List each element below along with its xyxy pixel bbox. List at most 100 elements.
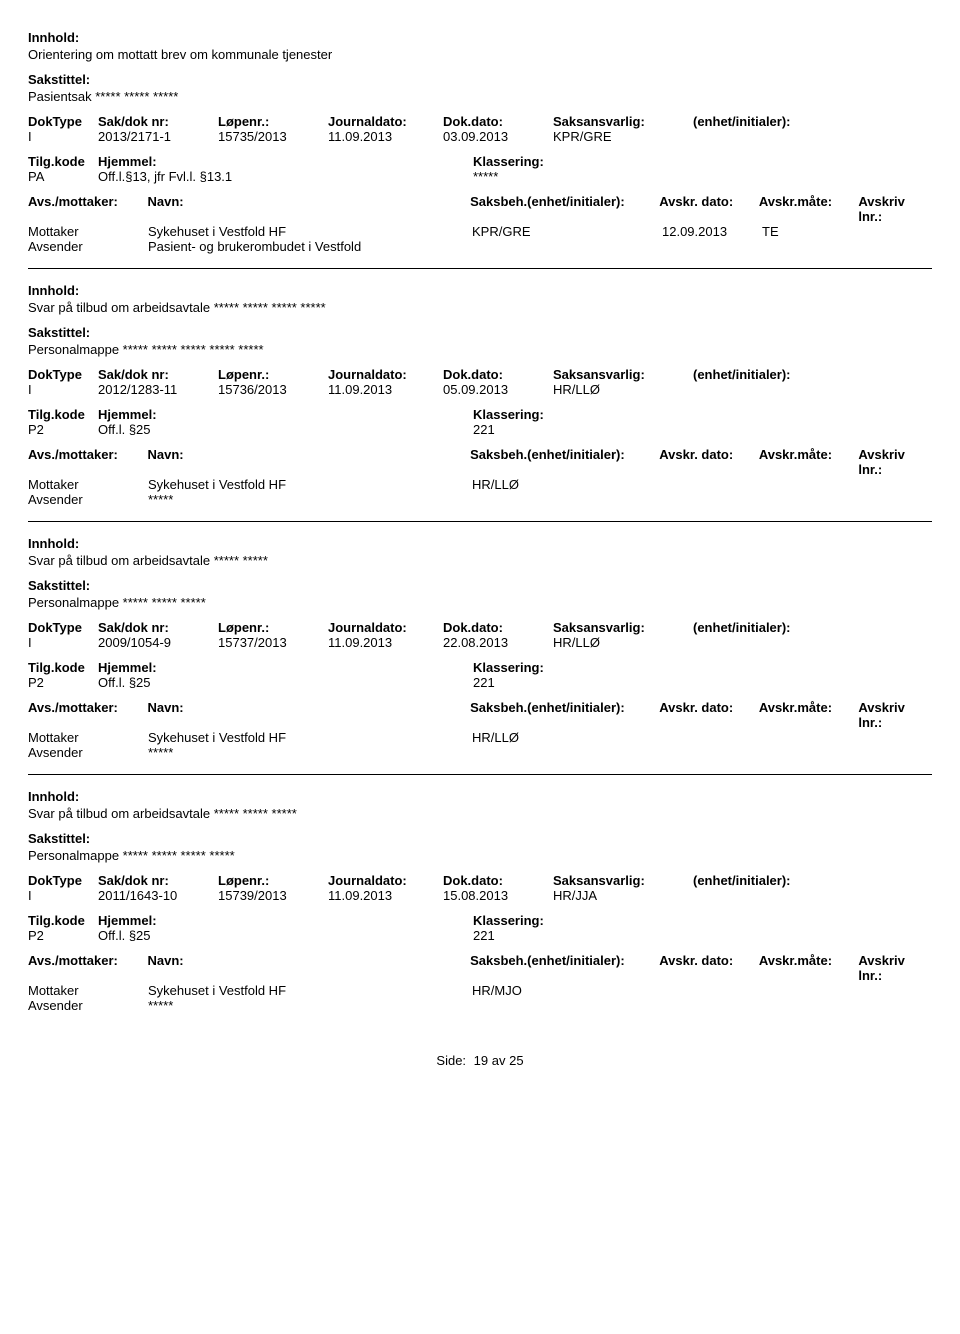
party-row: MottakerSykehuset i Vestfold HFKPR/GRE12… — [28, 224, 932, 239]
party-saksbeh: HR/LLØ — [472, 477, 662, 492]
avskr-dato-header: Avskr. dato: — [659, 194, 759, 224]
party-row: AvsenderPasient- og brukerombudet i Vest… — [28, 239, 932, 254]
doktype-header: DokType — [28, 873, 98, 888]
journal-record: Innhold: Svar på tilbud om arbeidsavtale … — [28, 789, 932, 1013]
saksansvarlig-header: Saksansvarlig: — [553, 873, 693, 888]
lopennr-value: 15736/2013 — [218, 382, 328, 397]
sakdok-value: 2012/1283-11 — [98, 382, 218, 397]
sakdok-value: 2011/1643-10 — [98, 888, 218, 903]
party-avskr-mate — [762, 730, 862, 745]
journaldato-header: Journaldato: — [328, 620, 443, 635]
tilg-hjemmel-header-row: Tilg.kodeHjemmel: Klassering: — [28, 913, 932, 928]
enhet-initialer-value — [693, 888, 853, 903]
party-row: Avsender***** — [28, 998, 932, 1013]
innhold-value: Svar på tilbud om arbeidsavtale ***** **… — [28, 806, 932, 821]
hjemmel-header: Hjemmel: — [98, 660, 157, 675]
saksbeh-header: Saksbeh.(enhet/initialer): — [470, 194, 659, 224]
avskriv-lnr-header: Avskriv lnr.: — [858, 447, 932, 477]
page-footer: Side: 19 av 25 — [28, 1053, 932, 1068]
party-row: Avsender***** — [28, 492, 932, 507]
tilg-hjemmel-header-row: Tilg.kodeHjemmel:Klassering: — [28, 154, 932, 169]
sakdok-header: Sak/dok nr: — [98, 114, 218, 129]
party-navn: Sykehuset i Vestfold HF — [148, 730, 472, 745]
innhold-value: Svar på tilbud om arbeidsavtale ***** **… — [28, 300, 932, 315]
dokdato-header: Dok.dato: — [443, 367, 553, 382]
sakdok-header: Sak/dok nr: — [98, 873, 218, 888]
lopennr-header: Løpenr.: — [218, 114, 328, 129]
party-avskr-mate — [762, 983, 862, 998]
sakdok-value: 2013/2171-1 — [98, 129, 218, 144]
avskr-dato-header: Avskr. dato: — [659, 700, 759, 730]
party-avskr-dato — [662, 983, 762, 998]
tilgkode-value: PA — [28, 169, 98, 184]
party-avskr-mate — [762, 492, 862, 507]
sakstittel-value: Personalmappe ***** ***** ***** ***** — [28, 848, 932, 863]
innhold-label: Innhold: — [28, 789, 932, 804]
saksansvarlig-header: Saksansvarlig: — [553, 620, 693, 635]
tilgkode-header: Tilg.kode — [28, 913, 98, 928]
party-role: Mottaker — [28, 477, 148, 492]
klassering-header: Klassering: — [473, 407, 544, 422]
tilg-hjemmel-value-row: P2Off.l. §25221 — [28, 675, 932, 690]
avskr-mate-header: Avskr.måte: — [759, 953, 859, 983]
avs-mottaker-header-row: Avs./mottaker:Navn:Saksbeh.(enhet/initia… — [28, 700, 932, 730]
hjemmel-header: Hjemmel: — [98, 407, 157, 422]
doktype-header: DokType — [28, 620, 98, 635]
enhet-initialer-value — [693, 382, 853, 397]
dokdato-header: Dok.dato: — [443, 620, 553, 635]
saksansvarlig-header: Saksansvarlig: — [553, 367, 693, 382]
navn-header: Navn: — [147, 953, 470, 983]
journaldato-value: 11.09.2013 — [328, 129, 443, 144]
journaldato-value: 11.09.2013 — [328, 382, 443, 397]
lopennr-header: Løpenr.: — [218, 620, 328, 635]
party-navn: ***** — [148, 745, 472, 760]
navn-header: Navn: — [147, 447, 470, 477]
columns-header-row: DokTypeSak/dok nr:Løpenr.:Journaldato:Do… — [28, 367, 932, 382]
party-avskr-dato — [662, 239, 762, 254]
tilgkode-header: Tilg.kode — [28, 407, 98, 422]
enhet-initialer-value — [693, 129, 853, 144]
klassering-value: 221 — [473, 675, 495, 690]
party-row: MottakerSykehuset i Vestfold HFHR/MJO — [28, 983, 932, 998]
columns-header-row: DokTypeSak/dok nr:Løpenr.:Journaldato:Do… — [28, 620, 932, 635]
klassering-header: Klassering: — [473, 154, 544, 169]
party-role: Avsender — [28, 492, 148, 507]
record-separator — [28, 774, 932, 775]
party-avskr-mate — [762, 239, 862, 254]
dokdato-value: 15.08.2013 — [443, 888, 553, 903]
party-avskr-dato — [662, 998, 762, 1013]
saksansvarlig-value: HR/JJA — [553, 888, 693, 903]
saksansvarlig-value: HR/LLØ — [553, 635, 693, 650]
avskr-mate-header: Avskr.måte: — [759, 447, 859, 477]
hjemmel-value: Off.l. §25 — [98, 675, 473, 690]
tilg-hjemmel-value-row: PAOff.l.§13, jfr Fvl.l. §13.1***** — [28, 169, 932, 184]
journal-record: Innhold:Svar på tilbud om arbeidsavtale … — [28, 536, 932, 760]
hjemmel-value: Off.l. §25 — [98, 422, 473, 437]
saksansvarlig-value: HR/LLØ — [553, 382, 693, 397]
innhold-value: Orientering om mottatt brev om kommunale… — [28, 47, 932, 62]
hjemmel-header: Hjemmel: — [98, 913, 157, 928]
av-label: av — [492, 1053, 506, 1068]
journaldato-header: Journaldato: — [328, 873, 443, 888]
sakstittel-label: Sakstittel: — [28, 325, 932, 340]
page-current: 19 — [474, 1053, 488, 1068]
klassering-header: Klassering: — [473, 913, 544, 928]
enhet-initialer-header: (enhet/initialer): — [693, 367, 853, 382]
doktype-value: I — [28, 382, 98, 397]
lopennr-value: 15737/2013 — [218, 635, 328, 650]
saksbeh-header: Saksbeh.(enhet/initialer): — [470, 700, 659, 730]
enhet-initialer-value — [693, 635, 853, 650]
klassering-value: 221 — [473, 422, 495, 437]
avskriv-lnr-header: Avskriv lnr.: — [858, 700, 932, 730]
journal-record: Innhold:Orientering om mottatt brev om k… — [28, 30, 932, 254]
journaldato-header: Journaldato: — [328, 114, 443, 129]
saksbeh-header: Saksbeh.(enhet/initialer): — [470, 447, 659, 477]
party-row: Avsender***** — [28, 745, 932, 760]
party-role: Avsender — [28, 239, 148, 254]
dokdato-header: Dok.dato: — [443, 873, 553, 888]
tilg-hjemmel-header-row: Tilg.kodeHjemmel: Klassering: — [28, 407, 932, 422]
tilgkode-header: Tilg.kode — [28, 660, 98, 675]
records-container: Innhold: Orientering om mottatt brev om k… — [28, 30, 932, 1013]
doktype-value: I — [28, 129, 98, 144]
party-avskr-mate — [762, 745, 862, 760]
